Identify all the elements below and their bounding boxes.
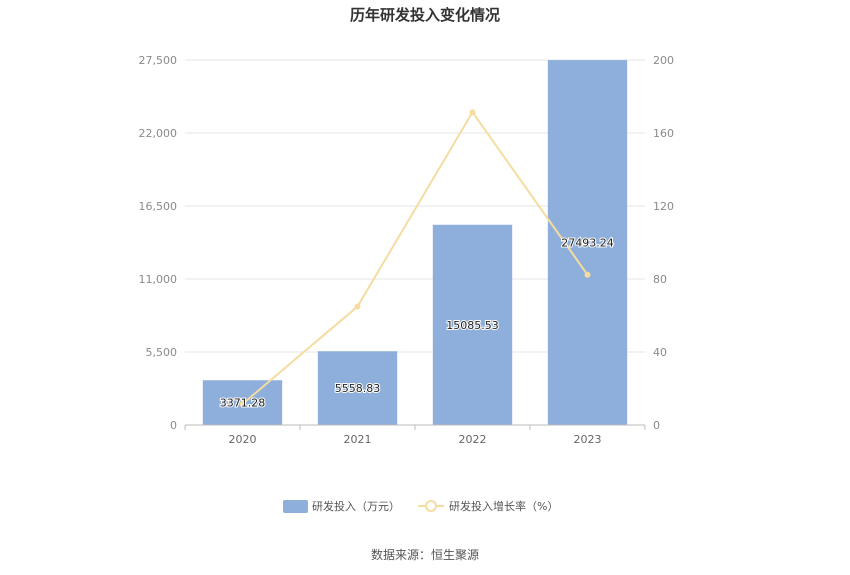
growth-rate-point xyxy=(354,303,361,310)
bar xyxy=(432,224,513,425)
growth-rate-line xyxy=(241,110,589,405)
y-right-tick-label: 120 xyxy=(653,200,674,213)
y-right-tick-label: 160 xyxy=(653,127,674,140)
bar-data-labels: 3371.28 5558.83 15085.53 27493.24 xyxy=(219,236,615,411)
legend-marker-line[interactable] xyxy=(425,500,437,512)
y-right-tick-label: 80 xyxy=(653,273,667,286)
growth-rate-point xyxy=(469,109,476,116)
y-left-tick-label: 22,000 xyxy=(139,127,178,140)
bar xyxy=(317,351,398,425)
bar-data-label: 15085.53 xyxy=(446,319,499,332)
chart-title: 历年研发投入变化情况 xyxy=(350,6,500,24)
y-right-tick-label: 200 xyxy=(653,54,674,67)
bar-series xyxy=(202,60,628,426)
legend-label-bar[interactable]: 研发投入（万元） xyxy=(312,499,400,513)
right-y-axis: 0 40 80 120 160 200 xyxy=(653,54,674,432)
legend[interactable]: 研发投入（万元） 研发投入增长率（%） xyxy=(283,499,558,513)
line-series xyxy=(239,109,591,408)
left-y-axis: 0 5,500 11,000 16,500 22,000 27,500 xyxy=(139,54,178,432)
x-axis: 2020 2021 2022 2023 xyxy=(184,424,646,446)
legend-label-line[interactable]: 研发投入增长率（%） xyxy=(449,499,558,513)
bar-data-label: 5558.83 xyxy=(335,382,381,395)
y-left-tick-label: 16,500 xyxy=(139,200,178,213)
growth-rate-point xyxy=(584,271,591,278)
y-left-tick-label: 11,000 xyxy=(139,273,178,286)
legend-swatch-bar[interactable] xyxy=(283,500,308,513)
y-left-tick-label: 0 xyxy=(170,419,177,432)
bar-data-label: 3371.28 xyxy=(220,397,266,410)
bar xyxy=(547,60,628,426)
x-tick-label: 2021 xyxy=(344,433,372,446)
x-tick-label: 2022 xyxy=(459,433,487,446)
data-source: 数据来源：恒生聚源 xyxy=(371,547,479,562)
bar-data-label: 27493.24 xyxy=(561,237,614,250)
y-left-tick-label: 27,500 xyxy=(139,54,178,67)
growth-rate-point xyxy=(239,401,246,408)
y-left-tick-label: 5,500 xyxy=(146,346,178,359)
y-right-tick-label: 40 xyxy=(653,346,667,359)
x-tick-label: 2023 xyxy=(574,433,602,446)
x-tick-label: 2020 xyxy=(229,433,257,446)
y-right-tick-label: 0 xyxy=(653,419,660,432)
